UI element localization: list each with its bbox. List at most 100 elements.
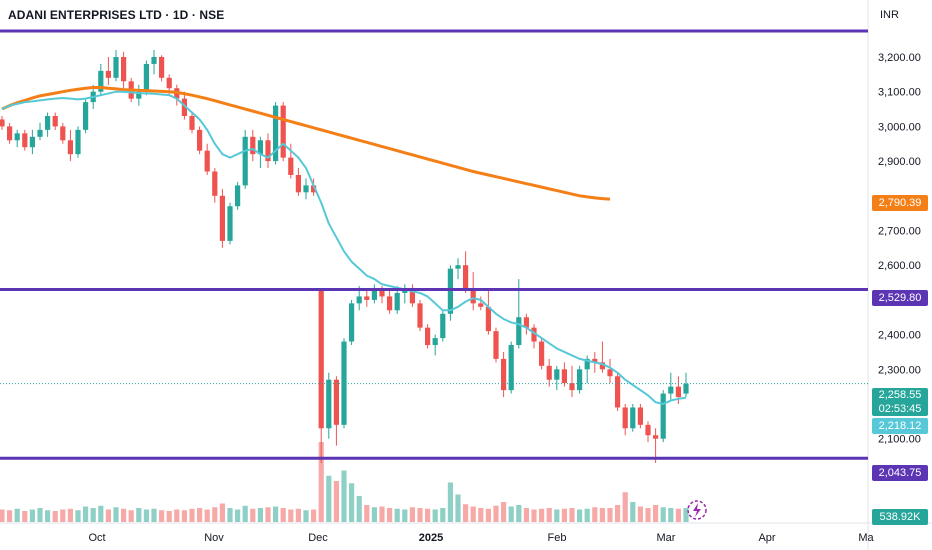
price-tick-label: 3,200.00: [878, 52, 921, 64]
support-level-tag: 2,043.75: [872, 465, 928, 481]
volume-bar: [364, 505, 370, 522]
volume-bar: [67, 508, 73, 522]
candle: [440, 310, 446, 342]
volume-bar: [470, 506, 476, 522]
candle: [341, 338, 347, 429]
volume-bar: [75, 510, 81, 522]
candle: [501, 351, 507, 398]
volume-bar: [447, 482, 453, 522]
candle: [333, 376, 339, 446]
candle: [212, 168, 218, 203]
candle: [645, 421, 651, 443]
volume-bar: [584, 508, 590, 522]
volume-bar: [212, 507, 218, 522]
time-tick-label: 2025: [419, 532, 443, 544]
volume-bar: [113, 507, 119, 522]
candle: [318, 289, 324, 463]
volume-bar: [121, 508, 127, 522]
volume-bar: [508, 506, 514, 522]
volume-bar: [227, 508, 233, 522]
volume-bar: [7, 510, 13, 522]
candle: [136, 84, 142, 106]
volume-bar: [607, 508, 613, 522]
price-tick-label: 2,300.00: [878, 364, 921, 376]
volume-bar: [599, 508, 605, 522]
candle: [683, 372, 689, 398]
candle: [531, 324, 537, 349]
candle: [67, 129, 73, 162]
candle: [554, 365, 560, 391]
resistance-level-tag: 2,529.80: [872, 290, 928, 306]
candle: [219, 188, 225, 248]
candle: [630, 404, 636, 432]
volume-bar: [645, 508, 651, 522]
volume-bar: [622, 492, 628, 522]
candle: [463, 251, 469, 293]
volume-bar: [668, 508, 674, 522]
volume-bar: [143, 509, 149, 522]
candle: [60, 122, 66, 144]
candle: [105, 57, 111, 85]
lightning-icon[interactable]: [687, 500, 707, 520]
volume-bar: [265, 507, 271, 522]
volume-bar: [128, 510, 134, 522]
volume-bar: [425, 508, 431, 522]
candle: [493, 327, 499, 363]
candle: [75, 126, 81, 158]
volume-bar: [60, 509, 66, 522]
volume-bar: [493, 505, 499, 522]
volume-bar: [561, 508, 567, 522]
candle: [52, 112, 58, 130]
volume-bar: [577, 509, 583, 522]
currency-label: INR: [880, 9, 899, 21]
candle: [235, 181, 241, 210]
volume-bar: [653, 505, 659, 522]
volume-bar: [539, 508, 545, 522]
volume-bar: [516, 505, 522, 522]
candle: [113, 50, 119, 82]
price-tick-label: 2,100.00: [878, 434, 921, 446]
time-tick-label: Oct: [88, 532, 105, 544]
candle: [668, 372, 674, 401]
volume-bar: [569, 508, 575, 522]
volume-bar: [675, 508, 681, 522]
volume-bar: [242, 505, 248, 522]
price-tick-label: 2,700.00: [878, 226, 921, 238]
volume-bar: [318, 442, 324, 522]
volume-bar: [98, 505, 104, 522]
volume-bar: [273, 506, 279, 522]
volume-bar: [14, 508, 20, 522]
candle: [242, 129, 248, 189]
candle: [273, 102, 279, 165]
volume-bar: [432, 509, 438, 522]
candle: [159, 55, 165, 82]
volume-bar: [402, 509, 408, 522]
volume-bar: [554, 509, 560, 522]
volume-bar: [166, 511, 172, 522]
candle: [455, 258, 461, 280]
candle: [622, 404, 628, 436]
volume-bar: [303, 510, 309, 522]
candle: [539, 338, 545, 370]
volume-bar: [440, 508, 446, 522]
volume-bar: [22, 511, 28, 522]
volume-bar: [523, 508, 529, 522]
candle: [197, 126, 203, 155]
candle: [561, 362, 567, 387]
volume-bar: [83, 506, 89, 522]
candle: [577, 365, 583, 394]
volume-bar: [311, 509, 317, 522]
volume-bar: [660, 507, 666, 522]
candle: [45, 112, 51, 137]
volume-bar: [409, 507, 415, 522]
volume-bar: [37, 508, 43, 522]
volume-bar: [615, 505, 621, 522]
candle: [508, 341, 514, 394]
price-tick-label: 2,400.00: [878, 330, 921, 342]
time-tick-label: Nov: [204, 532, 224, 544]
price-tick-label: 3,000.00: [878, 121, 921, 133]
volume-bar: [235, 509, 241, 522]
candle: [607, 358, 613, 384]
